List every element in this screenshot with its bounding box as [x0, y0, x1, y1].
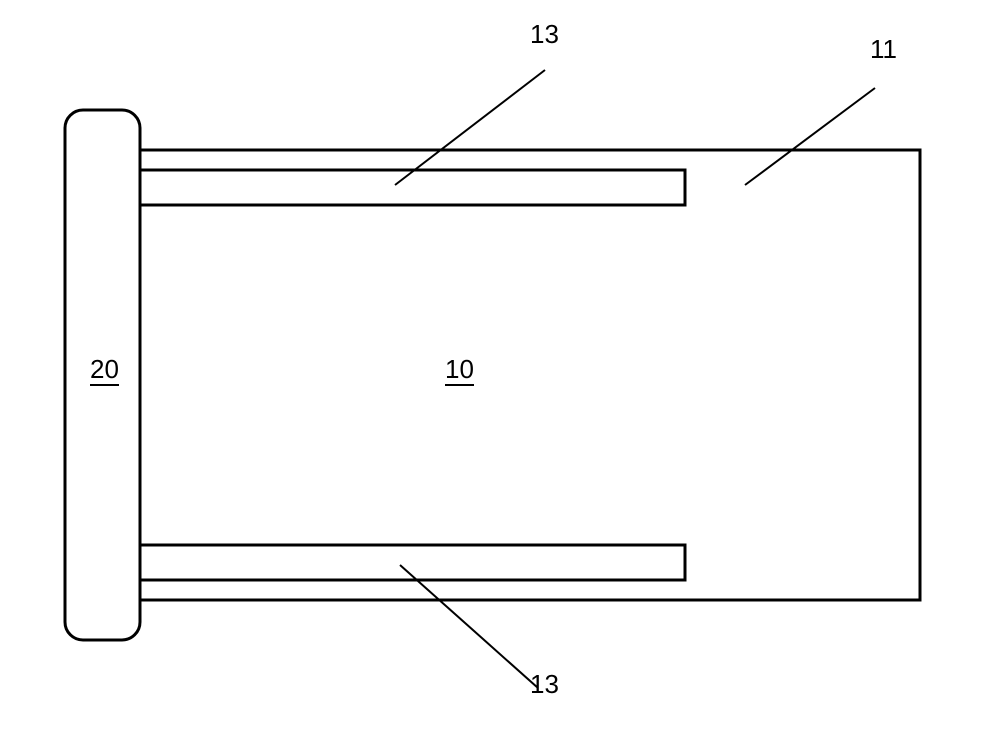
label-l13_top: 13	[530, 19, 559, 50]
leader-11	[745, 88, 875, 185]
label-l11: 11	[870, 34, 897, 65]
leader-13-top	[395, 70, 545, 185]
leader-13-bottom	[400, 565, 538, 688]
main-body	[140, 150, 920, 600]
bottom-slot	[140, 545, 685, 580]
top-slot	[140, 170, 685, 205]
label-l10: 10	[445, 354, 474, 386]
label-l20: 20	[90, 354, 119, 386]
label-l13_bottom: 13	[530, 669, 559, 700]
